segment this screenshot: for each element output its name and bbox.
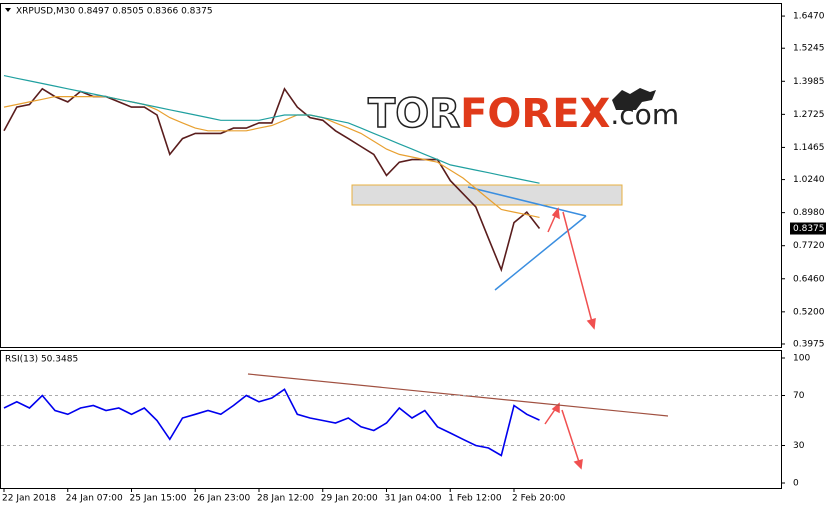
y-tick-label: 0.6460 [793, 274, 825, 284]
triangle-bottom [494, 215, 587, 291]
chart-title: XRPUSD,M30 0.8497 0.8505 0.8366 0.8375 [16, 7, 213, 17]
y-tick-label: 0 [793, 479, 799, 489]
price-label: 0.8375 [793, 224, 825, 234]
arrow-head [551, 207, 560, 220]
x-tick-label: 24 Jan 07:00 [66, 494, 123, 504]
y-tick-label: 70 [793, 391, 805, 401]
arrow-head [551, 402, 560, 414]
rsi-panel [0, 350, 782, 489]
bull-icon [612, 88, 656, 110]
rsi-title: RSI(13) 50.3485 [5, 355, 78, 365]
x-tick-label: 26 Jan 23:00 [193, 494, 250, 504]
x-tick-label: 22 Jan 2018 [2, 494, 56, 504]
triangle-top [467, 186, 587, 217]
x-tick-label: 29 Jan 20:00 [321, 494, 378, 504]
arrow [547, 213, 557, 233]
y-tick-label: 1.0240 [793, 175, 825, 185]
y-tick-label: 1.1465 [793, 143, 825, 153]
x-tick-label: 28 Jan 12:00 [257, 494, 314, 504]
x-tick-label: 2 Feb 20:00 [512, 494, 566, 504]
price-panel [0, 3, 782, 348]
y-tick-label: 1.5245 [793, 44, 825, 54]
y-tick-label: 1.6470 [793, 12, 825, 22]
y-tick-label: 1.2725 [793, 110, 825, 120]
arrow-head [586, 317, 596, 330]
watermark-brand: FOREX [460, 91, 610, 137]
arrow-head [573, 458, 583, 470]
triangle [467, 186, 587, 291]
arrow [544, 407, 557, 425]
x-tick-label: 25 Jan 15:00 [130, 494, 187, 504]
series-line [3, 96, 540, 218]
y-tick-label: 1.3985 [793, 77, 825, 87]
x-tick-label: 1 Feb 12:00 [448, 494, 502, 504]
forecast-arrows [544, 207, 596, 470]
zone [351, 184, 623, 206]
watermark: TORFOREX.com [368, 91, 679, 137]
watermark-prefix: TOR [368, 91, 460, 137]
arrow [561, 409, 580, 463]
x-tick-label: 31 Jan 04:00 [385, 494, 442, 504]
y-tick-label: 0.3975 [793, 339, 825, 349]
series-line [3, 388, 540, 457]
title-icon [5, 8, 11, 12]
y-tick-label: 0.8980 [793, 208, 825, 218]
arrow [562, 211, 593, 323]
y-tick-label: 30 [793, 441, 805, 451]
y-tick-label: 0.7720 [793, 241, 825, 251]
y-tick-label: 0.5200 [793, 307, 825, 317]
series-line [3, 75, 540, 184]
y-tick-label: 100 [793, 354, 810, 364]
price-label-box [790, 222, 826, 235]
